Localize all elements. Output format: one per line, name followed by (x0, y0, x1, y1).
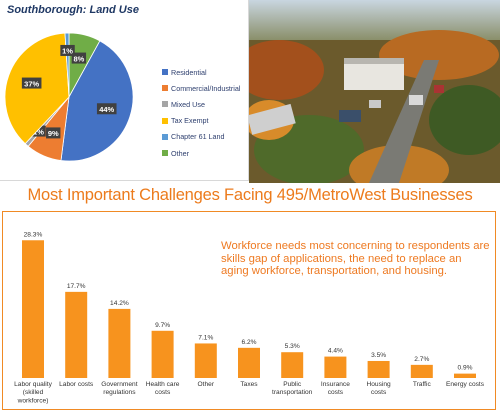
bar-value-label: 3.5% (371, 352, 386, 359)
bar-category-label: regulations (103, 389, 136, 396)
bar-value-label: 7.1% (198, 334, 213, 341)
bar-value-label: 6.2% (241, 339, 256, 346)
legend-swatch (162, 101, 168, 108)
bar (238, 347, 260, 378)
bar-category-label: Public (283, 381, 302, 388)
pie-data-label: 1% (60, 44, 75, 56)
bar-value-label: 17.7% (67, 283, 86, 290)
bar-category-label: Government (101, 381, 137, 388)
bar-category-label: Traffic (413, 381, 432, 388)
bar (324, 356, 347, 378)
bar-category-label: Labor costs (59, 381, 94, 388)
bar-category-label: Labor quality (14, 381, 52, 388)
pie-data-label: 44% (96, 103, 117, 115)
legend-swatch (162, 85, 168, 92)
bar-category-label: costs (155, 389, 171, 396)
bar (65, 291, 88, 378)
legend-item: Commercial/Industrial (162, 80, 241, 96)
land-use-pie-chart: 8% 44% 9% 1% 37% 1% (4, 32, 134, 162)
legend-item: Residential (162, 64, 241, 80)
bar-category-label: Other (198, 381, 215, 388)
bar (410, 364, 433, 378)
bar-category-label: Health care (146, 381, 180, 388)
svg-text:44%: 44% (99, 105, 114, 114)
legend-swatch (162, 133, 168, 140)
photo-illustration (249, 0, 500, 183)
svg-text:1%: 1% (62, 47, 73, 56)
legend-label: Residential (171, 67, 207, 77)
legend-label: Chapter 61 Land (171, 132, 225, 142)
bar-category-label: costs (328, 389, 344, 396)
bar-value-label: 2.7% (414, 356, 429, 363)
bar (281, 352, 304, 378)
pie-chart-title: Southborough: Land Use (7, 4, 139, 16)
challenges-chart-panel: 28.3% Labor quality (skilled workforce) 17.7… (2, 211, 496, 410)
legend-swatch (162, 117, 168, 124)
bar-category-label: Insurance (321, 381, 350, 388)
bar-category-label: Taxes (240, 381, 258, 388)
bar-value-label: 4.4% (328, 348, 343, 355)
legend-swatch (162, 150, 168, 157)
pie-legend: Residential Commercial/Industrial Mixed Us… (162, 64, 241, 161)
bar-category-label: transportation (272, 389, 313, 396)
legend-label: Other (171, 148, 189, 158)
land-use-chart-panel: 8% 44% 9% 1% 37% 1% Southborough: Land Use Re… (0, 0, 249, 181)
pie-data-label: 37% (21, 77, 42, 89)
bar (108, 308, 131, 378)
workforce-callout: Workforce needs most concerning to respo… (221, 240, 490, 277)
bar (367, 360, 390, 378)
legend-item: Other (162, 145, 241, 161)
bar (454, 373, 476, 378)
pie-data-label: 8% (71, 52, 87, 64)
aerial-town-photo (249, 0, 500, 183)
svg-text:9%: 9% (48, 129, 59, 138)
bar-category-label: (skilled (23, 389, 44, 396)
bar-value-label: 9.7% (155, 322, 170, 329)
legend-label: Tax Exempt (171, 116, 209, 126)
pie-data-label: 9% (46, 127, 61, 139)
bar-value-label: 14.2% (110, 300, 129, 307)
legend-label: Mixed Use (171, 99, 205, 109)
bar (194, 343, 217, 378)
legend-label: Commercial/Industrial (171, 83, 241, 93)
bar-category-label: Energy costs (446, 381, 485, 388)
svg-text:37%: 37% (24, 79, 39, 88)
legend-item: Chapter 61 Land (162, 129, 241, 145)
pie-slice-residential (60, 40, 134, 162)
bar-value-label: 0.9% (457, 365, 472, 372)
pie-data-label: 1% (31, 125, 46, 137)
legend-swatch (162, 69, 168, 76)
legend-item: Tax Exempt (162, 113, 241, 129)
legend-item: Mixed Use (162, 96, 241, 112)
bar-value-label: 5.3% (285, 343, 300, 350)
bar-value-label: 28.3% (24, 231, 43, 238)
bar-category-label: costs (371, 389, 387, 396)
svg-text:1%: 1% (33, 127, 44, 136)
bar (151, 330, 174, 378)
bar-category-label: workforce) (17, 397, 49, 404)
svg-text:8%: 8% (73, 54, 84, 63)
challenges-banner-title: Most Important Challenges Facing 495/Met… (27, 186, 473, 204)
bar-category-label: Housing (366, 381, 391, 388)
bar (22, 240, 44, 378)
